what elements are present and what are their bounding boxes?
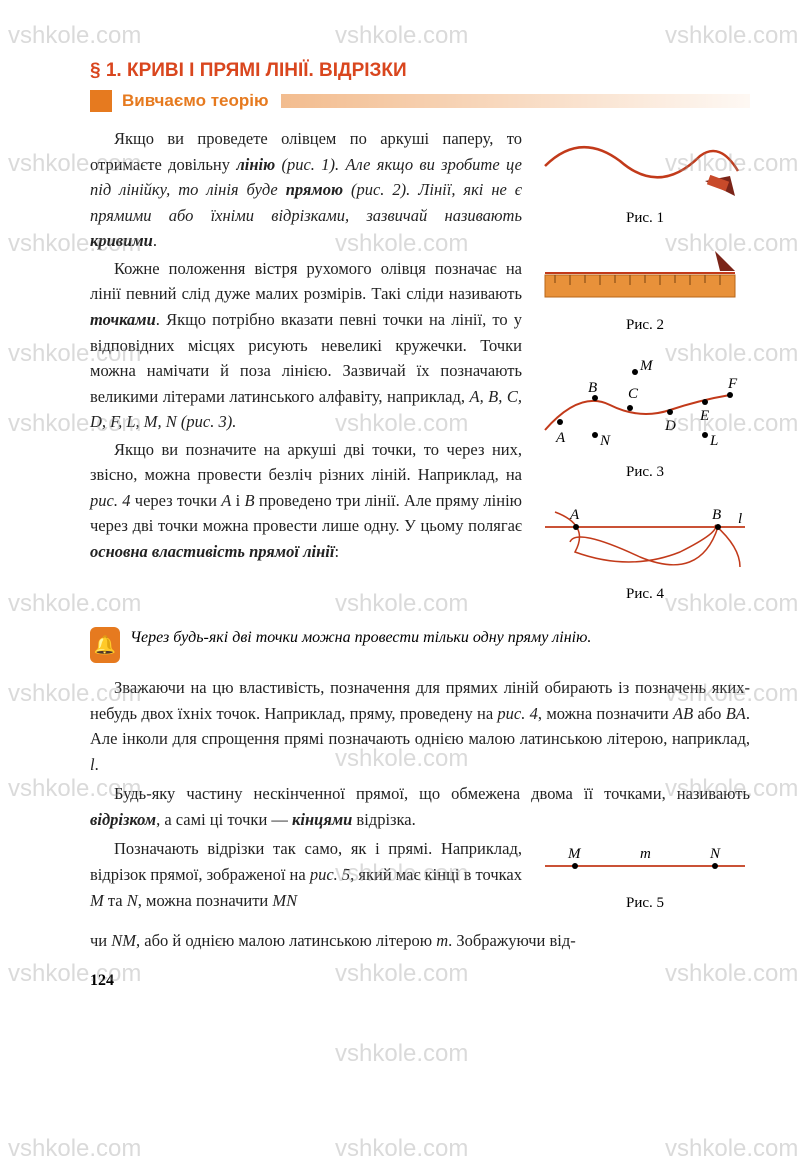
- watermark-text: vshkole.com: [8, 1135, 141, 1163]
- figure-3: A B C D E F M N L Рис. 3: [540, 350, 750, 481]
- curve-drawing: [540, 126, 740, 206]
- figure-2: Рис. 2: [540, 243, 750, 334]
- watermark-text: vshkole.com: [335, 1135, 468, 1163]
- text-column: Якщо ви проведете олівцем по аркуші папе…: [90, 126, 522, 619]
- svg-text:A: A: [569, 507, 580, 523]
- lines-through-points: A B l: [540, 497, 750, 582]
- callout-box: 🔔 Через будь-які дві точки можна провест…: [90, 627, 750, 663]
- callout-text: Через будь-які дві точки можна провести …: [130, 627, 750, 649]
- svg-text:D: D: [664, 418, 676, 434]
- svg-text:N: N: [709, 846, 721, 862]
- svg-text:L: L: [709, 433, 718, 449]
- watermark-text: vshkole.com: [335, 1040, 468, 1068]
- paragraph-2: Кожне положення вістря рухомого олівця п…: [90, 256, 522, 435]
- figure-1: Рис. 1: [540, 126, 750, 227]
- paragraph-4: Зважаючи на цю властивість, позначення д…: [90, 675, 750, 777]
- paragraph-3: Якщо ви позначите на аркуші дві точки, т…: [90, 437, 522, 565]
- text-block-3: чи NM, або й однією малою латинською літ…: [90, 928, 750, 954]
- svg-text:F: F: [727, 376, 738, 392]
- svg-text:m: m: [640, 846, 651, 862]
- bell-icon: 🔔: [90, 627, 120, 663]
- figure-column: Рис. 1 Рис. 2 A B: [540, 126, 750, 619]
- content-row-1: Якщо ви проведете олівцем по аркуші папе…: [90, 126, 750, 619]
- figure-column-2: M N m Рис. 5: [540, 836, 750, 928]
- paragraph-6: Позначають відрізки так само, як і прямі…: [90, 836, 522, 913]
- text-block-2: Зважаючи на цю властивість, позначення д…: [90, 675, 750, 832]
- gradient-bar: [281, 94, 751, 108]
- svg-text:N: N: [599, 433, 611, 449]
- section-title: § 1. КРИВІ І ПРЯМІ ЛІНІЇ. ВІДРІЗКИ: [90, 60, 750, 82]
- content-row-2: Позначають відрізки так само, як і прямі…: [90, 836, 750, 928]
- paragraph-5: Будь-яку частину нескінченної прямої, що…: [90, 781, 750, 832]
- accent-block: [90, 90, 112, 112]
- paragraph-1: Якщо ви проведете олівцем по аркуші папе…: [90, 126, 522, 254]
- svg-text:A: A: [555, 430, 566, 446]
- points-curve: A B C D E F M N L: [540, 350, 750, 460]
- svg-text:M: M: [639, 358, 654, 374]
- svg-text:B: B: [588, 380, 597, 396]
- figure-4-label: Рис. 4: [540, 586, 750, 603]
- text-column-2: Позначають відрізки так само, як і прямі…: [90, 836, 522, 928]
- svg-text:l: l: [738, 511, 742, 527]
- svg-text:M: M: [567, 846, 582, 862]
- subsection-header: Вивчаємо теорію: [90, 90, 750, 112]
- page-number: 124: [90, 972, 750, 990]
- svg-text:C: C: [628, 386, 639, 402]
- paragraph-6-cont: чи NM, або й однією малою латинською літ…: [90, 928, 750, 954]
- figure-4: A B l Рис. 4: [540, 497, 750, 603]
- segment-drawing: M N m: [540, 836, 750, 891]
- figure-5-label: Рис. 5: [540, 895, 750, 912]
- watermark-text: vshkole.com: [665, 1135, 798, 1163]
- page-content: § 1. КРИВІ І ПРЯМІ ЛІНІЇ. ВІДРІЗКИ Вивча…: [0, 0, 800, 1020]
- svg-text:B: B: [712, 507, 721, 523]
- figure-2-label: Рис. 2: [540, 317, 750, 334]
- figure-5: M N m Рис. 5: [540, 836, 750, 912]
- ruler-drawing: [540, 243, 740, 313]
- svg-text:E: E: [699, 408, 709, 424]
- subsection-title: Вивчаємо теорію: [122, 91, 269, 111]
- figure-3-label: Рис. 3: [540, 464, 750, 481]
- figure-1-label: Рис. 1: [540, 210, 750, 227]
